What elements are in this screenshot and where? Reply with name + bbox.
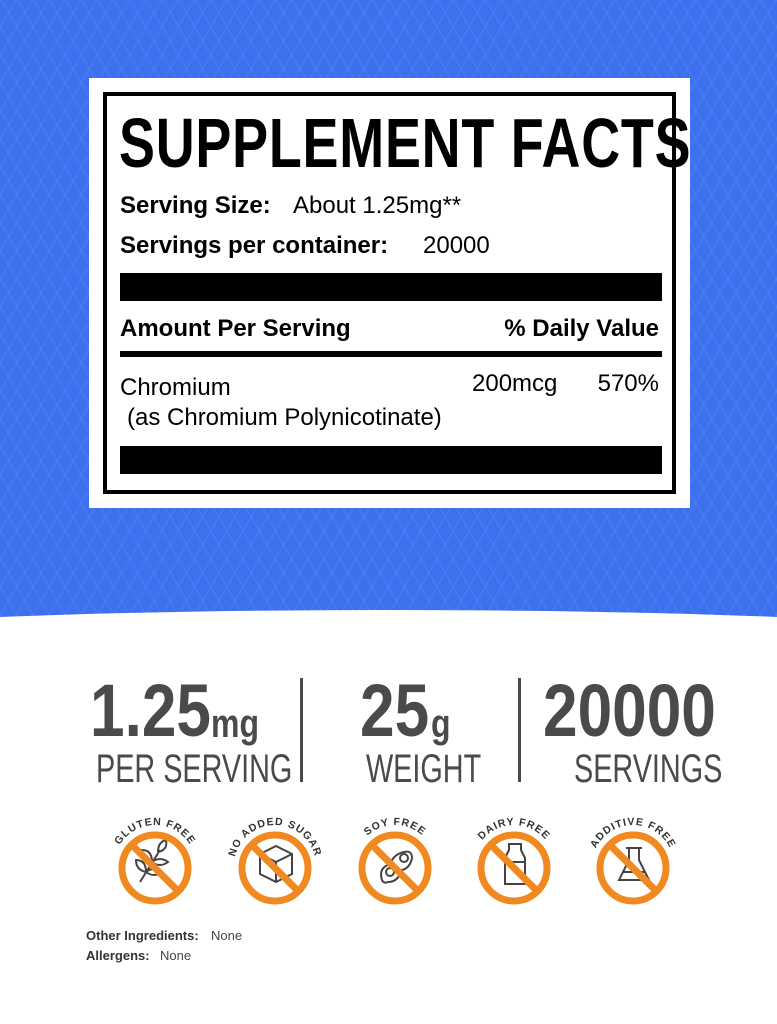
prohibited-slash	[607, 842, 659, 894]
other-ingredients-value: None	[211, 928, 243, 943]
stat-divider	[300, 678, 303, 782]
badge-additive-free: ADDITIVE FREE	[578, 808, 688, 918]
divider-bar	[120, 273, 662, 301]
amount-header: Amount Per Serving	[120, 315, 351, 342]
prohibited-slash	[369, 842, 421, 894]
badge-dairy-free: DAIRY FREE	[459, 808, 569, 918]
ingredient-form: (as Chromium Polynicotinate)	[127, 404, 442, 431]
prohibited-slash	[488, 842, 540, 894]
ingredient-amount: 200mcg	[472, 370, 558, 397]
divider-bar	[120, 446, 662, 474]
white-curve	[0, 610, 777, 1024]
stat-weight-value: 25	[360, 669, 430, 752]
supplement-facts-label: SUPPLEMENT FACTS Serving Size: About 1.2…	[89, 78, 692, 508]
stat-per-serving-unit: mg	[211, 702, 259, 746]
stat-servings-caption: SERVINGS	[574, 747, 723, 791]
divider-line	[120, 351, 662, 357]
stat-divider	[518, 678, 521, 782]
badge-label: GLUTEN FREE	[112, 816, 198, 847]
prohibited-slash	[249, 842, 301, 894]
dv-header: % Daily Value	[504, 315, 659, 342]
stat-per-serving-caption: PER SERVING	[96, 747, 293, 791]
facts-title: SUPPLEMENT FACTS	[119, 104, 692, 182]
badge-no-added-sugar: NO ADDED SUGAR	[220, 808, 330, 918]
prohibited-circle-icon	[596, 831, 670, 905]
prohibited-circle-icon	[477, 831, 551, 905]
servings-value: 20000	[423, 232, 490, 259]
servings-label: Servings per container:	[120, 232, 389, 259]
other-ingredients-label: Other Ingredients:	[86, 928, 199, 943]
prohibited-circle-icon	[238, 831, 312, 905]
prohibited-circle-icon	[358, 831, 432, 905]
badge-soy-free: SOY FREE	[340, 808, 450, 918]
ingredient-name: Chromium	[120, 374, 231, 401]
stat-weight-caption: WEIGHT	[366, 747, 482, 791]
badge-gluten-free: GLUTEN FREE	[100, 808, 210, 918]
serving-size-label: Serving Size:	[120, 192, 271, 219]
stat-per-serving-value: 1.25	[90, 669, 211, 752]
prohibited-slash	[129, 842, 181, 894]
stat-weight-unit: g	[431, 702, 451, 746]
prohibited-circle-icon	[118, 831, 192, 905]
ingredient-dv: 570%	[597, 370, 659, 397]
allergens-label: Allergens:	[86, 948, 150, 963]
allergens-value: None	[160, 948, 192, 963]
stat-servings-value: 20000	[543, 669, 716, 752]
serving-size-value: About 1.25mg**	[293, 192, 462, 219]
